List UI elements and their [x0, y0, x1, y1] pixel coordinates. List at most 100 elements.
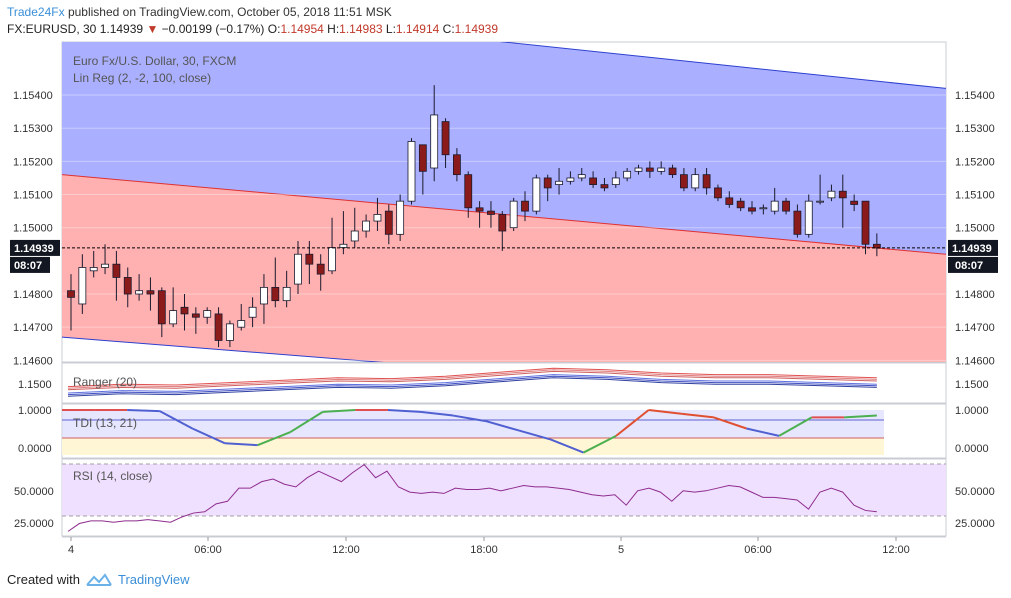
ranger-pane[interactable]: Ranger (20) 1.1500 1.1500 — [18, 362, 989, 404]
candle-body[interactable] — [838, 190, 847, 199]
candle-body[interactable] — [135, 290, 144, 295]
candle-body[interactable] — [316, 263, 325, 275]
candle-body[interactable] — [180, 306, 189, 315]
x-tick-label: 12:00 — [882, 544, 910, 556]
tdi-line-segment — [615, 409, 650, 437]
candle-body[interactable] — [736, 200, 745, 209]
candle-body[interactable] — [362, 220, 371, 232]
candle-body[interactable] — [680, 174, 688, 189]
y-tick-label: 1.14700 — [955, 322, 995, 334]
candle-body[interactable] — [611, 177, 620, 185]
publisher-name[interactable]: Trade24Fx — [7, 5, 65, 19]
y-tick-label-left: 1.14700 — [13, 322, 53, 334]
candle-body[interactable] — [770, 200, 779, 212]
candle-body[interactable] — [146, 290, 155, 295]
upper-channel-zone — [62, 42, 946, 255]
candle-body[interactable] — [816, 200, 824, 203]
candle-body[interactable] — [452, 154, 461, 176]
ranger-title: Ranger (20) — [73, 375, 137, 389]
time-axis[interactable]: 4 06:00 12:00 18:00 5 06:00 12:00 — [62, 536, 946, 556]
candle-body[interactable] — [384, 210, 393, 235]
candle-body[interactable] — [509, 200, 518, 229]
rsi-title: RSI (14, close) — [73, 469, 152, 483]
candle-body[interactable] — [827, 190, 836, 199]
linreg-label: Lin Reg (2, -2, 100, close) — [73, 71, 211, 85]
candle-body[interactable] — [714, 187, 722, 199]
rsi-pane[interactable]: RSI (14, close) 50.0000 25.0000 50.0000 … — [14, 458, 995, 537]
candle-body[interactable] — [589, 177, 597, 185]
candle-body[interactable] — [566, 177, 575, 182]
candle-body[interactable] — [157, 290, 166, 325]
candle-body[interactable] — [441, 121, 450, 156]
candle-body[interactable] — [872, 243, 881, 249]
candle-body[interactable] — [373, 214, 382, 222]
candle-body[interactable] — [600, 184, 609, 189]
candle-body[interactable] — [271, 286, 280, 302]
candle-body[interactable] — [850, 200, 859, 205]
tdi-line-segment — [289, 411, 324, 434]
candle-body[interactable] — [407, 141, 416, 202]
candle-body[interactable] — [225, 323, 234, 341]
candle-body[interactable] — [793, 210, 802, 235]
candle-body[interactable] — [475, 207, 484, 212]
candle-body[interactable] — [169, 310, 178, 325]
candle-body[interactable] — [78, 267, 87, 305]
tdi-line-segment — [713, 416, 747, 430]
candle-body[interactable] — [67, 290, 75, 298]
candle-body[interactable] — [702, 174, 711, 189]
candle-body[interactable] — [260, 286, 268, 305]
price-change: −0.00199 (−0.17%) — [161, 22, 265, 36]
candle-body[interactable] — [305, 253, 314, 265]
candle-body[interactable] — [577, 174, 586, 179]
candle-body[interactable] — [248, 306, 257, 318]
tdi-line-segment — [681, 412, 714, 419]
candle-body[interactable] — [396, 200, 405, 235]
candle-body[interactable] — [123, 277, 132, 295]
candle-body[interactable] — [464, 174, 473, 209]
candle-body[interactable] — [294, 253, 302, 285]
candle-body[interactable] — [725, 197, 734, 205]
candle-body[interactable] — [657, 167, 666, 172]
candle-body[interactable] — [498, 214, 507, 232]
candle-body[interactable] — [328, 247, 336, 272]
tdi-pane[interactable]: TDI (13, 21) 1.0000 0.0000 1.0000 0.0000 — [18, 403, 989, 459]
candle-body[interactable] — [532, 177, 541, 212]
candle-body[interactable] — [112, 263, 121, 278]
candle-body[interactable] — [350, 230, 359, 242]
candle-body[interactable] — [101, 263, 109, 268]
tradingview-link[interactable]: TradingView — [117, 572, 190, 587]
candle-body[interactable] — [543, 177, 552, 189]
y-tick-label-left: 1.15100 — [13, 190, 53, 202]
candle-body[interactable] — [282, 286, 291, 302]
tdi-line-segment — [387, 409, 421, 413]
high-value: 1.14983 — [339, 22, 383, 36]
candle-body[interactable] — [191, 313, 200, 318]
candle-body[interactable] — [203, 310, 212, 318]
candle-body[interactable] — [645, 167, 654, 172]
symbol-info: FX:EURUSD, 30 1.14939 ▼ −0.00199 (−0.17%… — [7, 22, 498, 36]
candle-body[interactable] — [691, 174, 700, 189]
created-with-text: Created with — [7, 572, 80, 587]
candle-body[interactable] — [555, 180, 563, 185]
main-pane[interactable]: Euro Fx/U.S. Dollar, 30, FXCM Lin Reg (2… — [13, 0, 995, 407]
candle-body[interactable] — [521, 200, 529, 212]
candle-body[interactable] — [430, 114, 439, 169]
candle-body[interactable] — [634, 167, 643, 172]
candle-body[interactable] — [804, 200, 813, 235]
candle-body[interactable] — [89, 267, 98, 272]
candle-body[interactable] — [782, 200, 790, 212]
candle-body[interactable] — [759, 207, 768, 210]
y-tick-label: 1.15400 — [955, 90, 995, 102]
candle-body[interactable] — [668, 167, 677, 176]
candle-body[interactable] — [339, 243, 348, 248]
candle-body[interactable] — [487, 210, 495, 215]
y-tick-label-left: 1.14800 — [13, 289, 53, 301]
candle-body[interactable] — [748, 207, 756, 212]
ranger-y-tick-left: 1.1500 — [18, 379, 52, 391]
candle-body[interactable] — [861, 200, 870, 245]
candle-body[interactable] — [237, 320, 246, 328]
candle-body[interactable] — [418, 144, 427, 172]
candle-body[interactable] — [623, 170, 632, 179]
candle-body[interactable] — [214, 313, 223, 341]
